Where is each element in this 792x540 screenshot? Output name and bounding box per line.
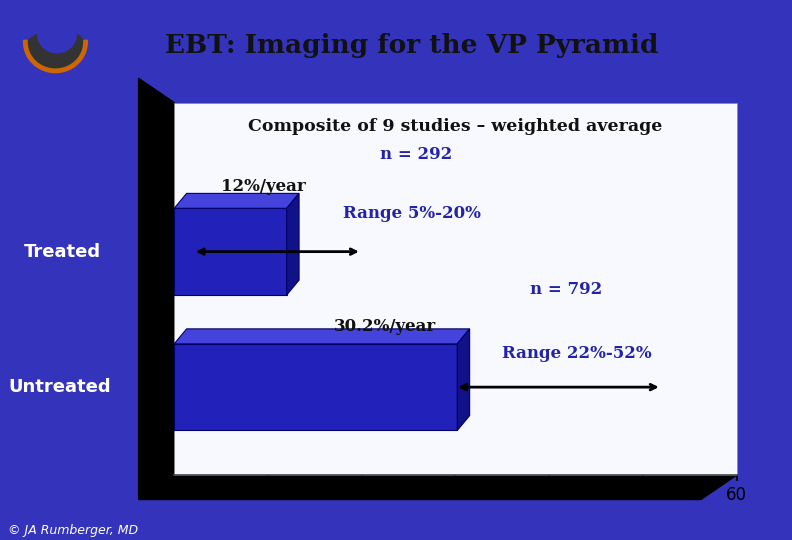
Bar bbox=[174, 208, 287, 295]
Text: EBT: Imaging for the VP Pyramid: EBT: Imaging for the VP Pyramid bbox=[165, 33, 659, 58]
Bar bbox=[174, 344, 457, 430]
Text: 30.2%/year: 30.2%/year bbox=[333, 318, 436, 335]
Polygon shape bbox=[174, 103, 737, 475]
Text: Range 5%-20%: Range 5%-20% bbox=[343, 205, 481, 222]
Text: Range 22%-52%: Range 22%-52% bbox=[502, 345, 652, 362]
Polygon shape bbox=[457, 329, 470, 430]
Text: © JA Rumberger, MD: © JA Rumberger, MD bbox=[8, 524, 138, 537]
Text: Untreated: Untreated bbox=[8, 378, 111, 396]
Polygon shape bbox=[139, 78, 174, 500]
Text: Composite of 9 studies – weighted average: Composite of 9 studies – weighted averag… bbox=[248, 118, 663, 136]
Text: n = 792: n = 792 bbox=[531, 281, 603, 298]
Polygon shape bbox=[174, 329, 470, 344]
Text: Treated: Treated bbox=[24, 242, 101, 261]
Polygon shape bbox=[139, 475, 737, 500]
Polygon shape bbox=[25, 35, 86, 71]
Text: n = 292: n = 292 bbox=[380, 146, 453, 163]
Polygon shape bbox=[287, 193, 299, 295]
Polygon shape bbox=[174, 193, 299, 208]
Text: 12%/year: 12%/year bbox=[221, 178, 306, 195]
